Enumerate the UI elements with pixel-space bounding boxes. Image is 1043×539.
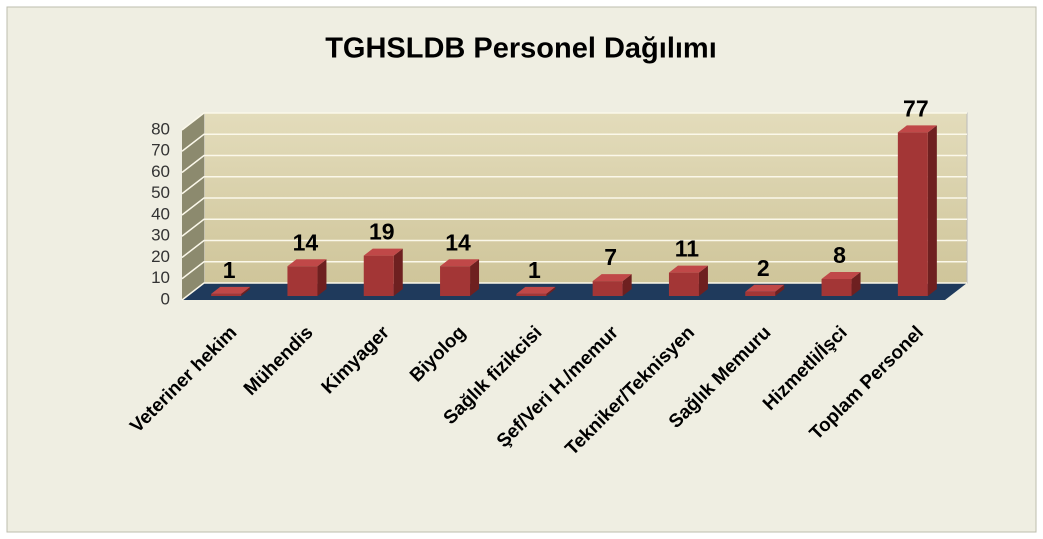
bar — [592, 274, 632, 296]
bar — [363, 248, 403, 296]
bar-front — [440, 266, 471, 296]
bar-side — [241, 286, 251, 296]
bar-front — [897, 132, 928, 296]
value-label: 14 — [293, 229, 319, 255]
bar-top — [363, 248, 403, 256]
bar — [745, 284, 785, 296]
grid-line — [181, 197, 967, 216]
value-label: 7 — [604, 244, 617, 270]
bar — [821, 272, 861, 296]
value-label: 14 — [445, 229, 471, 255]
y-tick-label: 60 — [151, 162, 170, 181]
bar-side — [851, 272, 861, 296]
y-tick-label: 30 — [151, 226, 170, 245]
bar-front — [363, 255, 394, 296]
bar-top — [897, 125, 937, 133]
grid-line — [181, 133, 967, 152]
grid-line — [181, 218, 967, 237]
bar-front — [211, 293, 242, 296]
grid-line — [181, 176, 967, 195]
bar-side — [546, 286, 556, 296]
bar-front — [821, 279, 852, 296]
y-tick-label: 80 — [151, 119, 170, 138]
bar-side — [622, 274, 632, 296]
value-label: 19 — [369, 219, 395, 245]
bar — [211, 286, 251, 296]
bar-side — [927, 125, 937, 296]
bar-front — [592, 281, 623, 296]
bar-side — [393, 248, 403, 296]
value-label: 2 — [757, 255, 770, 281]
value-label: 77 — [903, 95, 929, 121]
bar-top — [821, 272, 861, 279]
y-tick-label: 70 — [151, 141, 170, 160]
bar-top — [668, 265, 708, 273]
bar-top — [516, 286, 556, 294]
bar-front — [745, 291, 776, 296]
bar-side — [775, 284, 785, 296]
y-tick-label: 0 — [161, 289, 170, 308]
bar-side — [470, 259, 480, 296]
y-tick-label: 10 — [151, 268, 170, 287]
bar — [668, 265, 708, 296]
grid-line — [181, 154, 967, 174]
y-tick-label: 40 — [151, 204, 170, 223]
value-label: 11 — [675, 236, 700, 262]
bar-top — [287, 259, 327, 267]
bar-top — [211, 286, 251, 294]
value-label: 1 — [223, 257, 236, 283]
bar-side — [317, 259, 327, 296]
bar — [287, 259, 327, 296]
chart-title: TGHSLDB Personel Dağılımı — [325, 33, 717, 65]
bar-front — [287, 266, 318, 296]
y-tick-label: 20 — [151, 247, 170, 266]
bar-front — [668, 272, 699, 296]
y-tick-label: 50 — [151, 183, 170, 202]
value-label: 1 — [528, 257, 541, 283]
bar-top — [440, 259, 480, 267]
grid-line — [181, 112, 967, 131]
bar-top — [592, 274, 632, 282]
bar — [897, 125, 937, 296]
bar — [516, 286, 556, 296]
bar-side — [698, 265, 708, 296]
bar-front — [516, 293, 547, 296]
grid-line — [181, 261, 967, 280]
grid-line — [181, 282, 967, 301]
bar — [440, 259, 480, 296]
grid-line — [181, 239, 967, 259]
bar-top — [745, 284, 785, 292]
value-label: 8 — [833, 242, 846, 268]
